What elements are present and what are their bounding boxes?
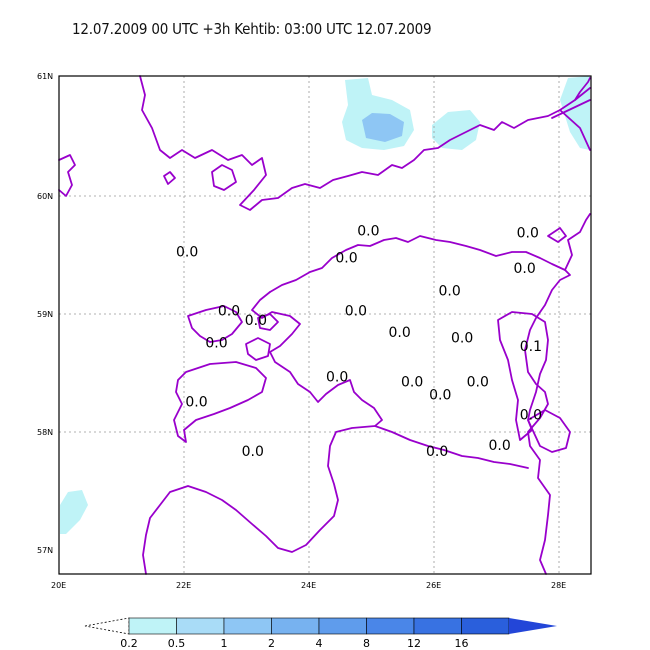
colorbar-segment (176, 617, 225, 635)
pskov-lake (527, 409, 571, 453)
precip-area-east (432, 110, 480, 150)
colorbar-label: 0.2 (120, 637, 138, 650)
lat-label-59n: 59N (37, 310, 53, 319)
colorbar-label: 16 (455, 637, 469, 650)
narva-region (564, 213, 591, 271)
colorbar-label: 0.5 (168, 637, 186, 650)
station-value: 0.0 (335, 250, 357, 266)
colorbar: 0.2 0.5 1 2 4 8 12 16 (84, 617, 557, 650)
station-value: 0.0 (205, 335, 227, 351)
colorbar-label: 12 (407, 637, 421, 650)
turku-archipelago (211, 164, 237, 191)
lon-label-20e: 20E (51, 581, 66, 590)
coastlines (58, 75, 591, 575)
saaremaa (173, 361, 267, 443)
lat-label-61n: 61N (37, 72, 53, 81)
station-value: 0.0 (451, 331, 473, 347)
precipitation-areas (60, 76, 590, 534)
station-value: 0.0 (513, 261, 535, 277)
colorbar-segment (223, 617, 272, 635)
gulf-east (559, 109, 591, 151)
colorbar-label: 1 (221, 637, 228, 650)
map-title: 12.07.2009 00 UTC +3h Kehtib: 03:00 UTC … (72, 20, 432, 38)
station-value: 0.0 (438, 283, 460, 299)
aland-west (58, 154, 76, 197)
station-value: 0.0 (245, 313, 267, 329)
colorbar-segment (318, 617, 367, 635)
lon-label-24e: 24E (301, 581, 316, 590)
station-value: 0.0 (176, 245, 198, 261)
longitude-labels: 20E 22E 24E 26E 28E (51, 581, 566, 590)
peipus-lake (497, 311, 549, 441)
station-value: 0.0 (426, 444, 448, 460)
lat-label-57n: 57N (37, 546, 53, 555)
lon-label-26e: 26E (426, 581, 441, 590)
finland-east-border (574, 77, 591, 101)
vormsi (257, 313, 279, 331)
lon-label-28e: 28E (551, 581, 566, 590)
station-value: 0.0 (429, 387, 451, 403)
station-value: 0.0 (185, 394, 207, 410)
colorbar-label: 4 (316, 637, 323, 650)
gulf-islets (547, 227, 567, 243)
station-value: 0.0 (520, 407, 542, 423)
station-value: 0.0 (388, 325, 410, 341)
station-value: 0.0 (517, 226, 539, 242)
station-values: 0.00.00.00.00.00.00.00.00.00.00.0 0.0 0.00… (176, 223, 542, 460)
lat-label-60n: 60N (37, 192, 53, 201)
hiiumaa (187, 305, 243, 343)
islet-1 (163, 171, 176, 185)
precip-core-gulf (362, 113, 404, 142)
station-value: 0.0 (242, 444, 264, 460)
colorbar-segment (366, 617, 415, 635)
latvia-coast (374, 425, 529, 469)
station-value: 0.1 (520, 339, 542, 355)
map-frame (58, 75, 592, 575)
station-value: 0.0 (401, 374, 423, 390)
colorbar-label: 2 (268, 637, 275, 650)
colorbar-segment (271, 617, 320, 635)
estonia-north-coast (269, 235, 571, 575)
colorbar-over-triangle (509, 618, 557, 634)
colorbar-segment (461, 617, 510, 635)
colorbar-segment (128, 617, 177, 635)
station-value: 0.0 (467, 374, 489, 390)
estonia-west-coast (142, 291, 383, 575)
colorbar-segment (413, 617, 462, 635)
station-value: 0.0 (218, 304, 240, 320)
station-value: 0.0 (488, 438, 510, 454)
precip-area-southwest (60, 490, 88, 534)
gulf-line (551, 99, 591, 119)
station-value: 0.0 (326, 370, 348, 386)
colorbar-label: 8 (363, 637, 370, 650)
station-value: 0.0 (357, 223, 379, 239)
lat-label-58n: 58N (37, 428, 53, 437)
station-value: 0.0 (345, 304, 367, 320)
muhu (245, 337, 271, 361)
colorbar-under-triangle (84, 617, 130, 635)
lon-label-22e: 22E (176, 581, 191, 590)
graticule (59, 76, 591, 574)
finland-coast (139, 75, 591, 211)
latitude-labels: 61N 60N 59N 58N 57N (37, 72, 53, 555)
